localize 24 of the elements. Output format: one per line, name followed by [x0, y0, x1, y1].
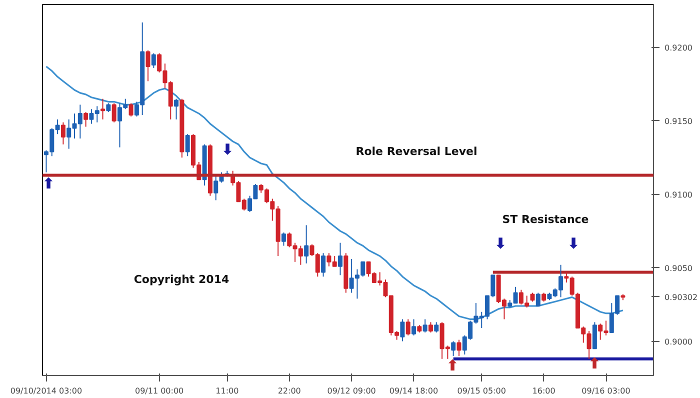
x-tick-label: 09/14 18:00 — [389, 386, 438, 396]
y-tick-label: 0.9000 — [664, 337, 692, 346]
annotation: Copyright 2014 — [134, 273, 230, 286]
annotation: ⬇ — [494, 234, 507, 252]
annotation: ⬇ — [221, 140, 234, 158]
y-tick-label: 0.9100 — [664, 190, 692, 200]
y-tick-label: 0.90302 — [664, 292, 698, 302]
x-tick-label: 16:00 — [532, 386, 556, 396]
x-tick-label: 09/15 05:00 — [457, 386, 506, 396]
x-tick-label: 11:00 — [216, 386, 239, 396]
annotation: ⬆ — [588, 354, 601, 372]
annotation: Role Reversal Level — [356, 145, 478, 158]
x-tick-label: 09/16 03:00 — [582, 386, 630, 396]
annotation: ⬆ — [42, 174, 55, 192]
x-tick-label: 09/11 00:00 — [134, 386, 184, 396]
x-tick-label: 09/12 09:00 — [327, 386, 376, 396]
x-tick-label: 22:00 — [278, 386, 301, 396]
x-tick-label: 09/10/2014 03:00 — [10, 386, 82, 396]
y-tick-label: 0.9200 — [664, 43, 692, 52]
y-tick-label: 0.9050 — [664, 264, 692, 273]
y-tick-label: 0.9150 — [664, 116, 692, 126]
annotation: ⬇ — [567, 234, 580, 252]
annotation: ST Resistance — [502, 213, 589, 226]
annotation: ⬆ — [446, 356, 459, 374]
